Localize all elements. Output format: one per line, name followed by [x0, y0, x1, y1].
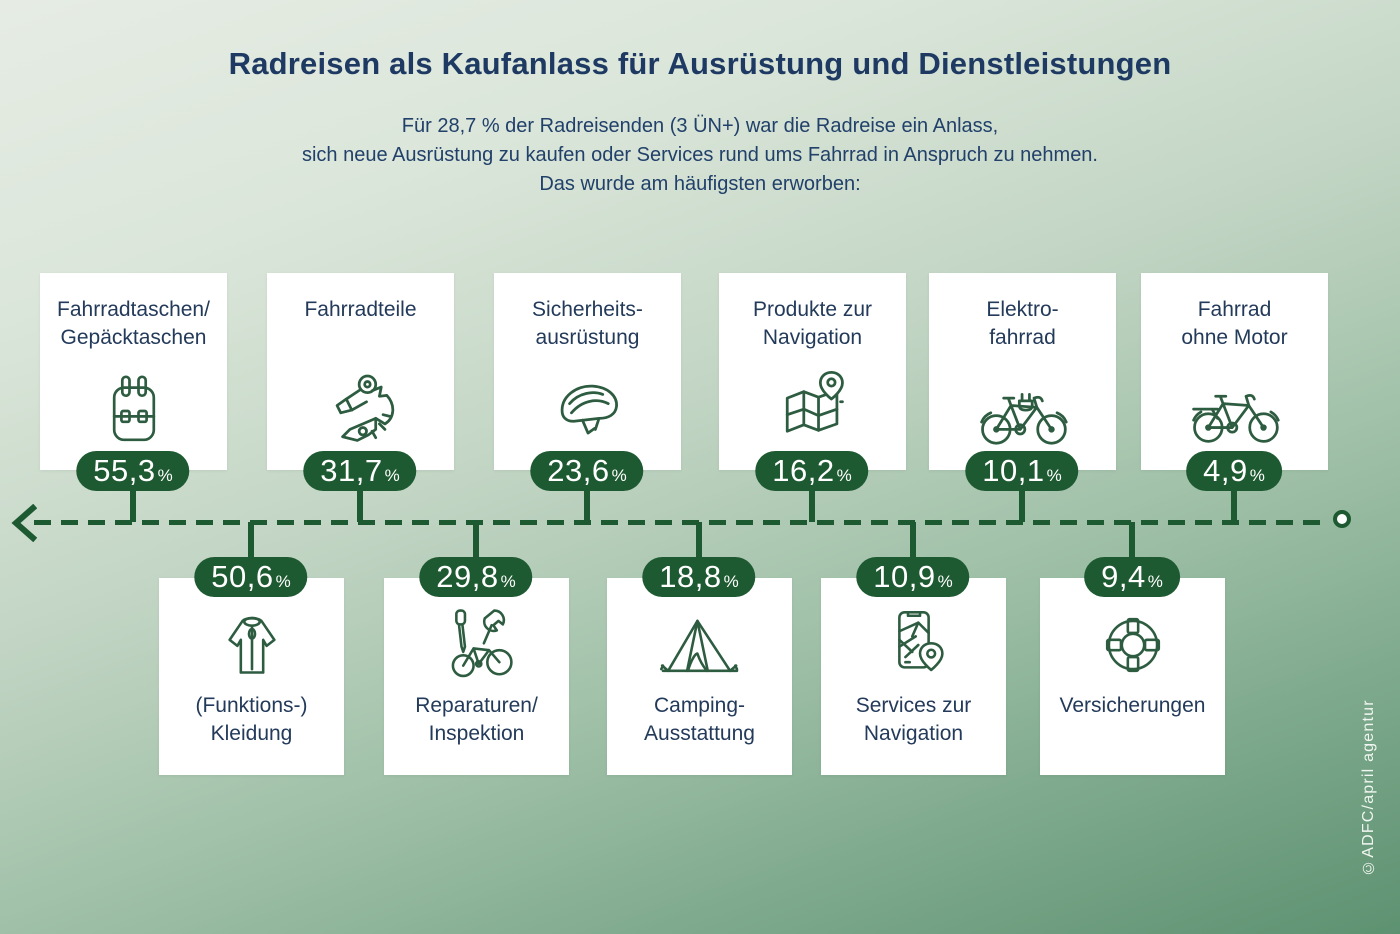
value-badge: 9,4%	[1084, 557, 1180, 597]
category-label: Fahrradtaschen/ Gepäcktaschen	[57, 298, 210, 349]
timeline-arrow-left-icon	[11, 504, 37, 542]
badge-value: 29,8	[436, 559, 499, 594]
connector-stem	[130, 488, 136, 522]
tent-icon	[607, 578, 792, 688]
value-badge: 4,9%	[1186, 451, 1282, 491]
category-card: Elektro- fahrrad	[929, 273, 1116, 470]
connector-stem	[248, 522, 254, 559]
badge-percent: %	[1249, 466, 1265, 485]
connector-stem	[1019, 488, 1025, 522]
badge-percent: %	[275, 572, 291, 591]
connector-stem	[357, 488, 363, 522]
connector-stem	[1129, 522, 1135, 559]
category-label: Elektro- fahrrad	[986, 298, 1059, 349]
category-label: Produkte zur Navigation	[752, 298, 873, 349]
value-badge: 50,6%	[194, 557, 308, 597]
category-card: Versicherungen	[1040, 578, 1225, 775]
category-card: Produkte zur Navigation	[719, 273, 906, 470]
derailleur-icon	[267, 352, 454, 470]
badge-percent: %	[836, 466, 852, 485]
badge-percent: %	[937, 572, 953, 591]
category-card: Fahrradtaschen/ Gepäcktaschen	[40, 273, 227, 470]
timeline-axis	[34, 520, 1330, 525]
life-ring-icon	[1040, 578, 1225, 688]
category-label: Versicherungen	[1059, 694, 1206, 717]
badge-value: 16,2	[772, 453, 835, 488]
value-badge: 29,8%	[419, 557, 533, 597]
category-card: (Funktions-) Kleidung	[159, 578, 344, 775]
repair-tools-icon	[384, 578, 569, 688]
category-card: Fahrradteile	[267, 273, 454, 470]
category-card: Sicherheits- ausrüstung	[494, 273, 681, 470]
badge-percent: %	[611, 466, 627, 485]
badge-value: 50,6	[211, 559, 274, 594]
badge-value: 10,1	[982, 453, 1045, 488]
value-badge: 10,9%	[856, 557, 970, 597]
connector-stem	[910, 522, 916, 559]
connector-stem	[473, 522, 479, 559]
category-label: (Funktions-) Kleidung	[195, 694, 308, 745]
bicycle-icon	[1141, 352, 1328, 470]
connector-stem	[584, 488, 590, 522]
category-card: Fahrrad ohne Motor	[1141, 273, 1328, 470]
badge-percent: %	[1147, 572, 1163, 591]
subtitle: Für 28,7 % der Radreisenden (3 ÜN+) war …	[301, 115, 1098, 195]
connector-stem	[696, 522, 702, 559]
badge-percent: %	[157, 466, 173, 485]
badge-value: 9,4	[1101, 559, 1146, 594]
value-badge: 23,6%	[530, 451, 644, 491]
category-card: Reparaturen/ Inspektion	[384, 578, 569, 775]
value-badge: 55,3%	[76, 451, 190, 491]
jersey-icon	[159, 578, 344, 688]
connector-stem	[809, 488, 815, 522]
category-card: Services zur Navigation	[821, 578, 1006, 775]
badge-percent: %	[500, 572, 516, 591]
value-badge: 10,1%	[965, 451, 1079, 491]
badge-value: 4,9	[1203, 453, 1248, 488]
value-badge: 31,7%	[303, 451, 417, 491]
helmet-icon	[494, 352, 681, 470]
credit-text: ©ADFC/april agentur	[1360, 699, 1377, 876]
category-label: Reparaturen/ Inspektion	[415, 694, 538, 745]
category-label: Fahrrad ohne Motor	[1181, 298, 1288, 349]
connector-stem	[1231, 488, 1237, 522]
badge-percent: %	[384, 466, 400, 485]
badge-percent: %	[1046, 466, 1062, 485]
pannier-bag-icon	[40, 352, 227, 470]
badge-value: 18,8	[659, 559, 722, 594]
badge-value: 10,9	[873, 559, 936, 594]
badge-value: 55,3	[93, 453, 156, 488]
badge-percent: %	[723, 572, 739, 591]
e-bike-icon	[929, 352, 1116, 470]
phone-navigation-icon	[821, 578, 1006, 688]
category-label: Camping- Ausstattung	[644, 694, 755, 745]
badge-value: 23,6	[547, 453, 610, 488]
timeline-end-circle	[1333, 510, 1351, 528]
value-badge: 18,8%	[642, 557, 756, 597]
category-label: Services zur Navigation	[855, 694, 972, 745]
category-label: Sicherheits- ausrüstung	[532, 298, 643, 349]
category-card: Camping- Ausstattung	[607, 578, 792, 775]
map-pin-icon	[719, 352, 906, 470]
category-label: Fahrradteile	[304, 298, 417, 321]
badge-value: 31,7	[320, 453, 383, 488]
value-badge: 16,2%	[755, 451, 869, 491]
page-title: Radreisen als Kaufanlass für Ausrüstung …	[228, 46, 1172, 81]
